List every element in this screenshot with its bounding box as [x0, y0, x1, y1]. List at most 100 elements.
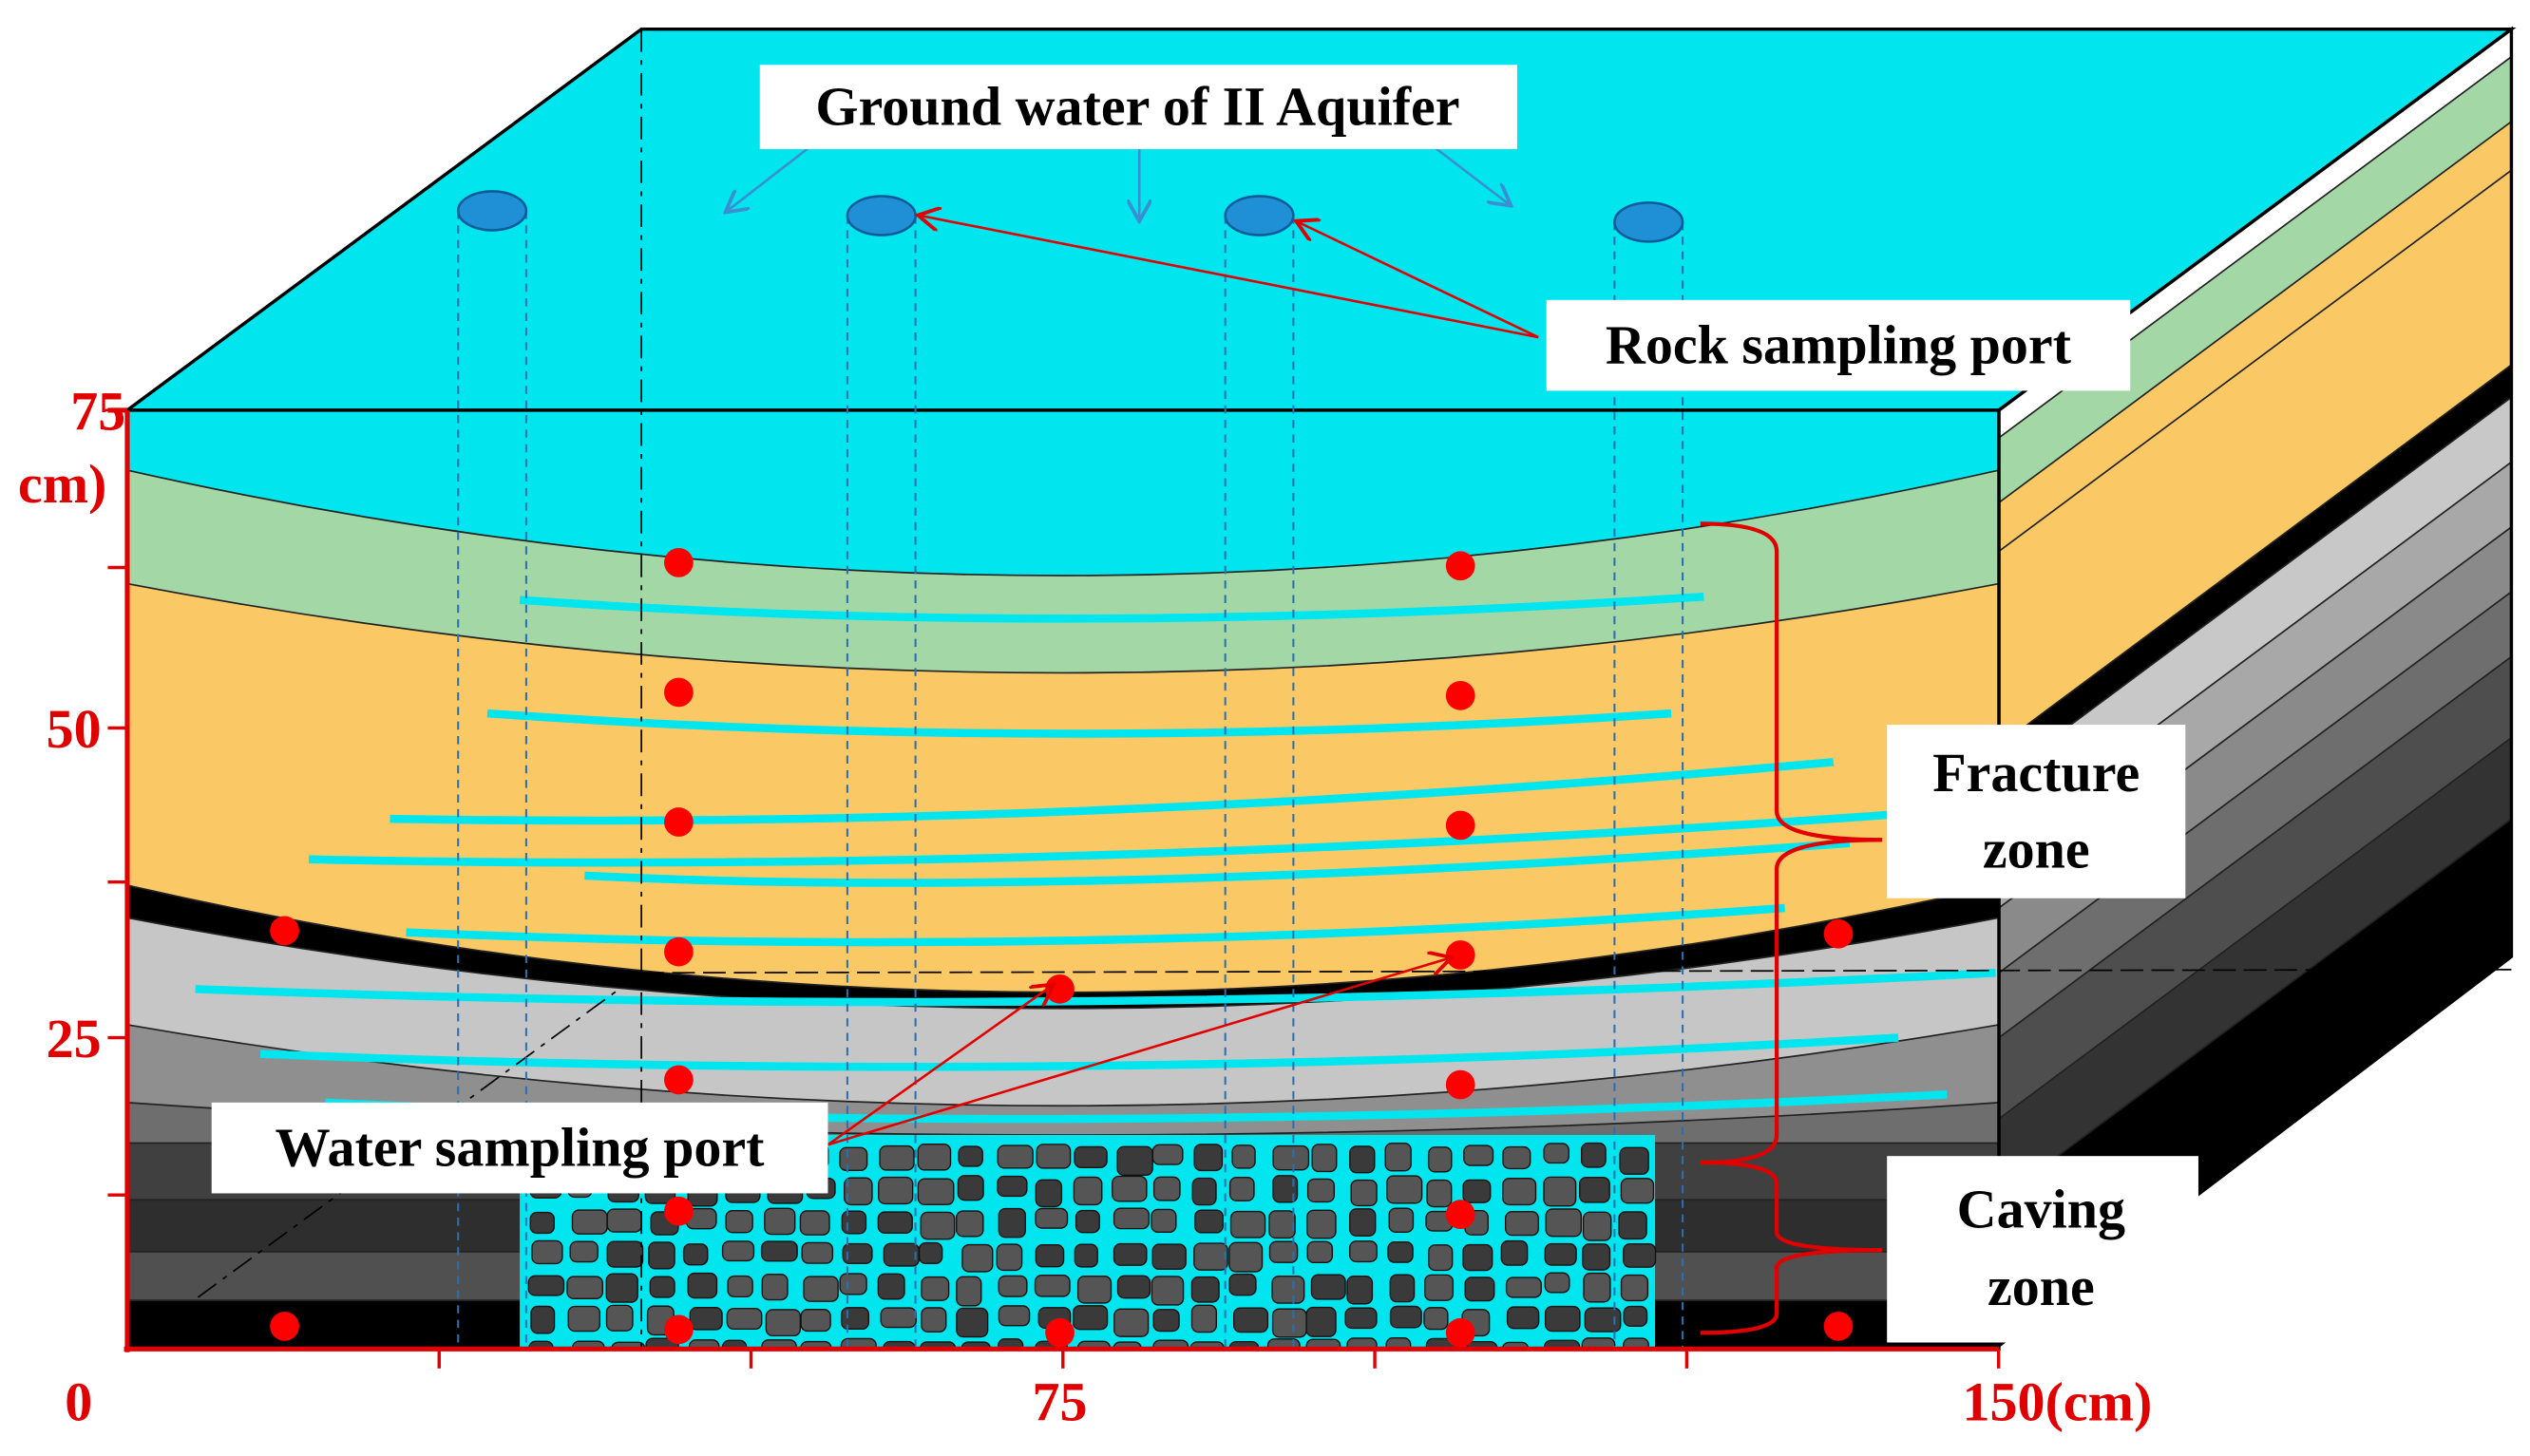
- water-sampling-point: [270, 916, 299, 946]
- rock-block: [1618, 1211, 1647, 1240]
- water-sampling-point: [1445, 1200, 1475, 1230]
- rock-block: [1423, 1307, 1449, 1331]
- rock-block: [1113, 1207, 1151, 1230]
- fracture: [406, 903, 1785, 947]
- water-sampling-point: [664, 807, 694, 837]
- front-face: [126, 409, 1999, 1350]
- x-label: 0: [65, 1371, 92, 1432]
- rock-block: [1113, 1242, 1148, 1266]
- rock-block: [1076, 1340, 1112, 1350]
- rock-block: [1544, 1272, 1570, 1294]
- rock-block: [842, 1242, 873, 1265]
- rock-block: [687, 1272, 718, 1299]
- rock-block: [883, 1340, 916, 1350]
- rock-block: [760, 1240, 798, 1262]
- fracture: [259, 1033, 1899, 1071]
- rock-block: [1190, 1304, 1217, 1333]
- rock-block: [1306, 1178, 1336, 1203]
- rock-block: [840, 1337, 877, 1350]
- rock-block: [1035, 1179, 1063, 1208]
- water-sampling-point: [664, 936, 694, 967]
- label-box: [1546, 299, 2131, 391]
- caving-label: zone: [1988, 1256, 2095, 1317]
- rock-block: [839, 1146, 868, 1172]
- rock-block: [1582, 1211, 1612, 1241]
- rock-block: [1116, 1275, 1151, 1299]
- rock-block: [800, 1340, 832, 1350]
- rock-block: [917, 1143, 952, 1171]
- rock-block: [880, 1307, 917, 1329]
- rock-block: [1193, 1242, 1228, 1271]
- rock-block: [956, 1307, 989, 1338]
- rock-block: [1231, 1144, 1256, 1169]
- rock-block: [878, 1176, 914, 1205]
- rock-block: [1502, 1145, 1531, 1170]
- water-sampling-point: [664, 1196, 694, 1226]
- rock-block: [1620, 1178, 1655, 1204]
- water-sampling-point: [1823, 918, 1854, 949]
- rock-block: [844, 1177, 873, 1206]
- rock-block: [961, 1341, 992, 1350]
- rock-block: [1584, 1307, 1622, 1333]
- rock-block: [841, 1210, 867, 1235]
- fracture: [486, 709, 1672, 738]
- rock-block: [1578, 1176, 1610, 1203]
- rock-block: [1462, 1243, 1493, 1272]
- rock-block: [567, 1305, 601, 1333]
- rock-block: [883, 1242, 920, 1267]
- label-box: [1887, 725, 2186, 898]
- rock-block: [1306, 1240, 1334, 1264]
- rock-block: [1389, 1274, 1416, 1303]
- rock-block: [1233, 1307, 1269, 1333]
- rock-block: [1504, 1211, 1539, 1237]
- rock-block: [605, 1304, 634, 1332]
- rock-block: [1151, 1276, 1185, 1306]
- rock-block: [1386, 1175, 1423, 1204]
- rock-block: [1151, 1208, 1177, 1234]
- water-sampling-point: [1045, 974, 1075, 1004]
- fracture: [584, 839, 1851, 887]
- x-label: 150(cm): [1963, 1371, 2153, 1432]
- rock-block: [571, 1340, 605, 1350]
- rock-block: [765, 1309, 802, 1337]
- rock-block: [1544, 1305, 1581, 1333]
- rock-block: [1228, 1273, 1257, 1296]
- water-sampling-point: [1445, 810, 1475, 841]
- rock-block: [877, 1273, 905, 1300]
- rock-block: [1229, 1210, 1266, 1239]
- rock-block: [1272, 1144, 1310, 1171]
- rock-block: [1389, 1305, 1422, 1329]
- rock-block: [569, 1240, 599, 1263]
- rock-block: [839, 1273, 867, 1295]
- sampling-points: [270, 548, 1854, 1348]
- rock-block: [1583, 1272, 1611, 1303]
- rock-block: [1463, 1144, 1494, 1166]
- rock-block: [727, 1275, 753, 1298]
- fracture-label: zone: [1983, 818, 2090, 879]
- rock-block: [688, 1339, 720, 1350]
- rock-block: [529, 1211, 555, 1235]
- water-sampling-point: [664, 1065, 694, 1095]
- water-sampling-point: [270, 1312, 299, 1341]
- rock-block: [1346, 1276, 1374, 1305]
- rock-port-label: Rock sampling port: [1606, 313, 2072, 375]
- rock-block: [957, 1175, 984, 1201]
- rock-block: [1075, 1209, 1100, 1234]
- water-sampling-point: [664, 548, 694, 577]
- rock-block: [566, 1276, 603, 1299]
- rock-block: [1151, 1144, 1184, 1165]
- rock-block: [1544, 1242, 1577, 1266]
- water-sampling-point: [664, 677, 694, 708]
- rock-block: [1036, 1144, 1072, 1169]
- water-sampling-point: [1445, 680, 1475, 710]
- rock-block: [997, 1175, 1028, 1198]
- water-port-label: Water sampling port: [276, 1116, 765, 1178]
- rock-block: [803, 1276, 839, 1302]
- rock-block: [1305, 1306, 1337, 1337]
- rock-block: [877, 1211, 913, 1235]
- rock-block: [1619, 1146, 1649, 1176]
- rock-block: [1466, 1340, 1498, 1350]
- rock-block: [648, 1241, 675, 1270]
- sampling-port: [1224, 195, 1295, 236]
- water-sampling-point: [1445, 1069, 1475, 1100]
